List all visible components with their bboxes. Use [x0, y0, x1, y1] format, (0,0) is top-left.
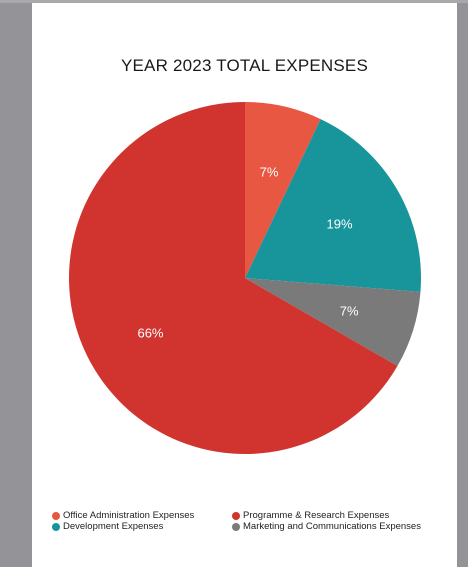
legend-item-4: Marketing and Communications Expenses	[232, 521, 452, 532]
legend-label-4: Marketing and Communications Expenses	[243, 521, 421, 532]
legend-label-2: Programme & Research Expenses	[243, 510, 390, 521]
pie-slice-4	[69, 102, 398, 454]
pie-slice-2	[245, 119, 421, 292]
legend-item-2: Programme & Research Expenses	[232, 510, 452, 521]
legend-label-1: Office Administration Expenses	[63, 510, 195, 521]
legend-swatch-4	[232, 522, 240, 531]
legend-item-1: Office Administration Expenses	[52, 510, 232, 521]
pie-slice-3	[245, 278, 421, 366]
legend-label-3: Development Expenses	[63, 521, 164, 532]
pie-chart: 7% 19% 7% 66%	[69, 102, 421, 454]
pie-slice-1	[245, 102, 321, 278]
chart-legend: Office Administration Expenses Programme …	[52, 510, 452, 532]
legend-swatch-2	[232, 511, 240, 520]
legend-swatch-3	[52, 522, 60, 531]
pie-slice-label-3: 7%	[340, 303, 359, 318]
pie-slice-label-2: 19%	[326, 216, 352, 231]
chart-page: YEAR 2023 TOTAL EXPENSES 7% 19% 7% 66% Offi…	[32, 3, 457, 567]
legend-swatch-1	[52, 511, 60, 520]
chart-title: YEAR 2023 TOTAL EXPENSES	[120, 56, 368, 75]
pie-slice-label-1: 7%	[260, 165, 279, 180]
legend-item-3: Development Expenses	[52, 521, 232, 532]
pie-slice-label-4: 66%	[137, 326, 163, 341]
window-top-edge	[0, 0, 468, 3]
